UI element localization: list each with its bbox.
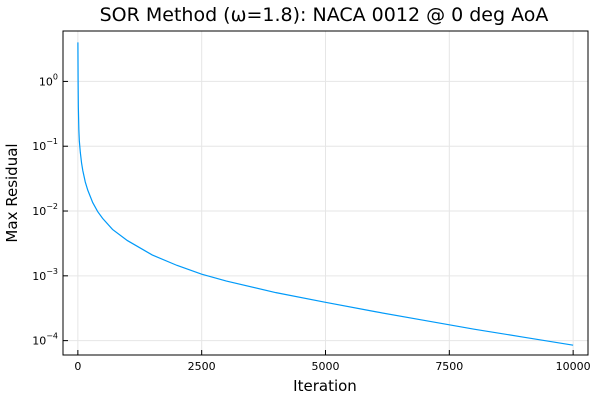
y-tick-label: 100 — [39, 72, 58, 88]
series-line — [77, 42, 574, 346]
x-tick-label: 7500 — [435, 360, 463, 373]
y-tick-base: 10 — [32, 205, 46, 218]
y-tick-base: 10 — [32, 335, 46, 348]
y-tick-exponent: 0 — [53, 72, 58, 81]
x-tick-label: 2500 — [188, 360, 216, 373]
x-tick-label: 10000 — [556, 360, 591, 373]
y-tick-base: 10 — [32, 140, 46, 153]
y-tick-label: 10−1 — [32, 137, 58, 153]
chart-title: SOR Method (ω=1.8): NACA 0012 @ 0 deg Ao… — [100, 4, 549, 26]
y-tick-label: 10−2 — [32, 202, 58, 218]
y-tick-exponent: −2 — [46, 202, 58, 211]
grid — [63, 31, 588, 355]
y-tick-exponent: −1 — [46, 137, 58, 146]
x-tick-label: 0 — [74, 360, 81, 373]
y-tick-base: 10 — [32, 270, 46, 283]
y-tick-base: 10 — [39, 75, 53, 88]
x-tick-label: 5000 — [312, 360, 340, 373]
y-axis-label: Max Residual — [3, 143, 21, 242]
y-tick-label: 10−3 — [32, 267, 58, 283]
y-tick-exponent: −3 — [46, 267, 58, 276]
y-tick-label: 10−4 — [32, 332, 58, 348]
y-tick-exponent: −4 — [46, 332, 58, 341]
x-axis-label: Iteration — [293, 377, 357, 395]
series-layer — [77, 42, 574, 346]
